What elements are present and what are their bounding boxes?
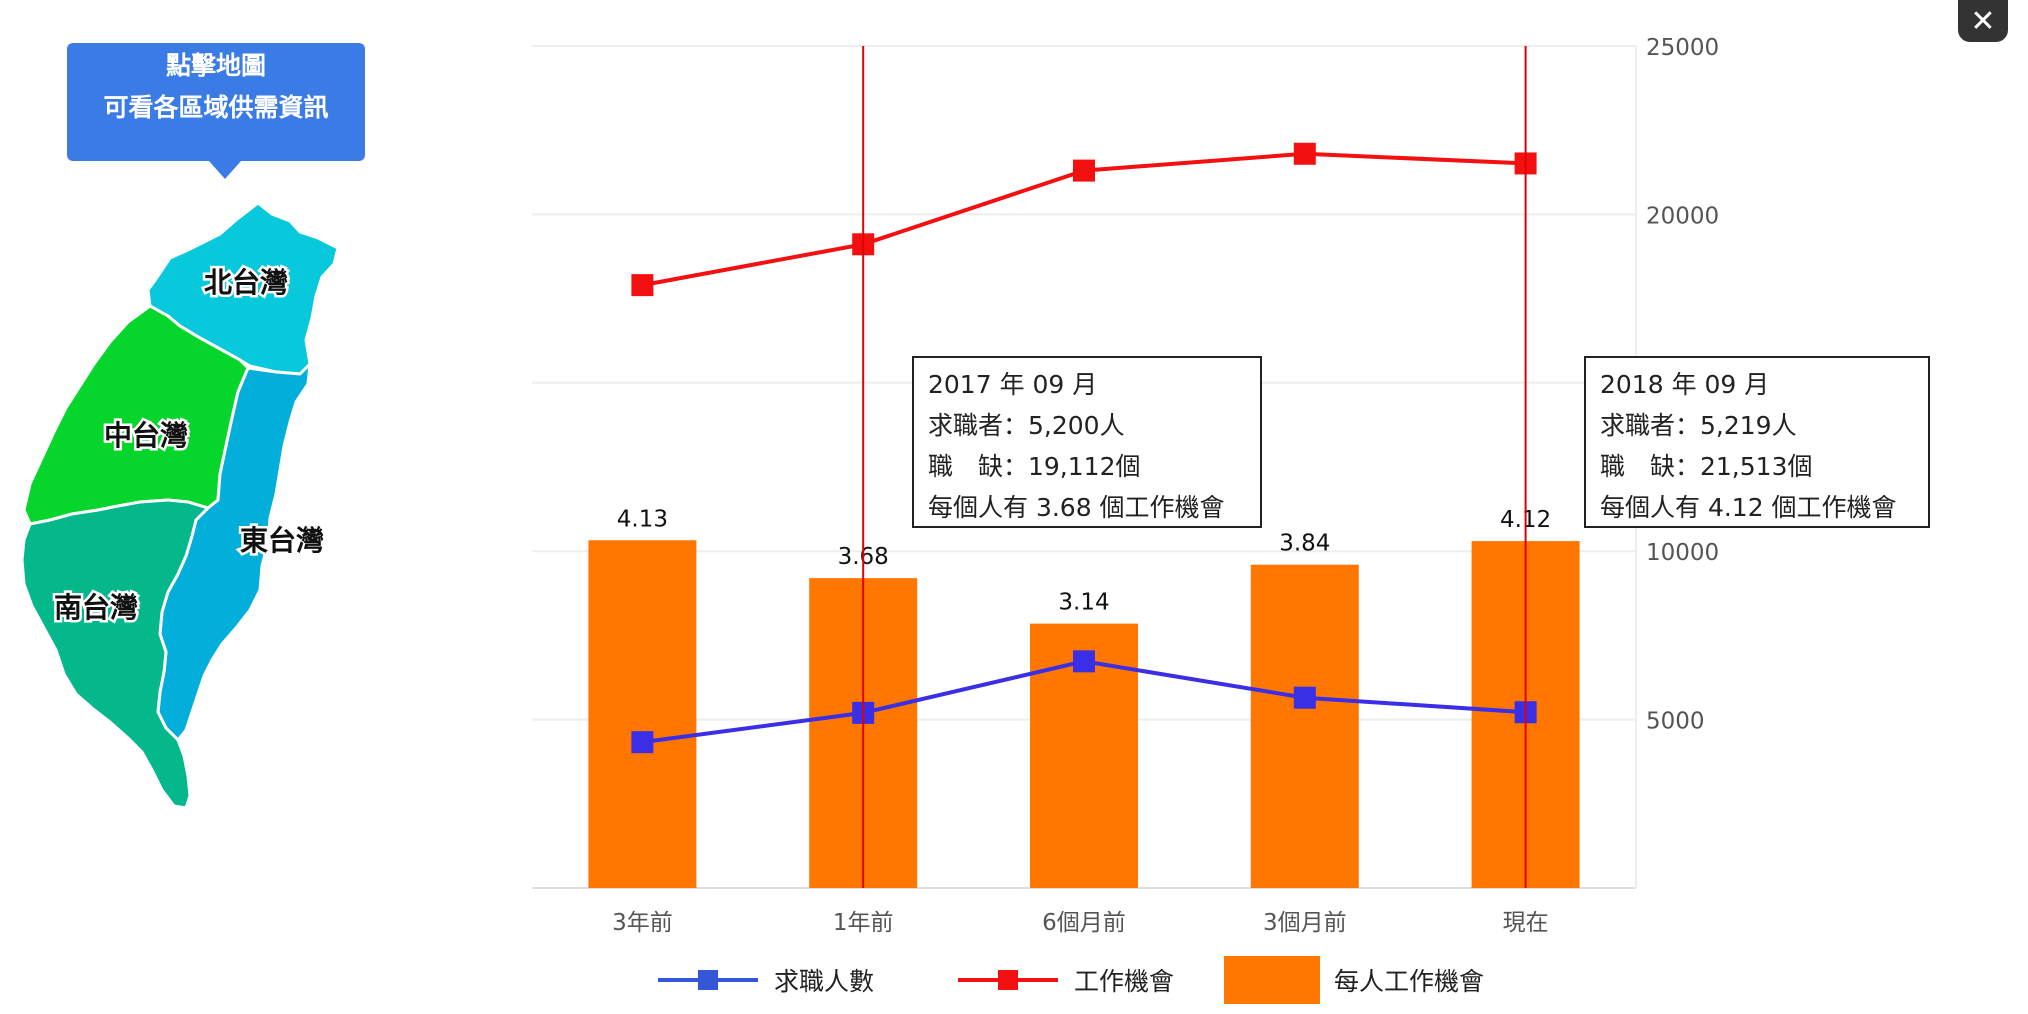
bar-data-label: 3.84 bbox=[1279, 531, 1330, 557]
y-tick-label: 25000 bbox=[1646, 35, 1719, 61]
legend-jobs-swatch bbox=[958, 970, 1058, 990]
legend-item-seekers[interactable]: 求職人數 bbox=[656, 962, 874, 998]
tooltip-now: 2018 年 09 月 求職者：5,219人 職 缺：21,513個 每個人有 … bbox=[1584, 356, 1930, 528]
y-tick-label: 10000 bbox=[1646, 540, 1719, 566]
legend-jobs-label: 工作機會 bbox=[1074, 967, 1175, 996]
hint-line-1: 點擊地圖 bbox=[165, 51, 266, 80]
tooltip-ratio: 每個人有 3.68 個工作機會 bbox=[928, 493, 1225, 522]
tooltip-jobs: 職 缺：19,112個 bbox=[928, 452, 1141, 481]
legend-item-jobs[interactable]: 工作機會 bbox=[956, 962, 1174, 998]
bar bbox=[588, 540, 697, 888]
x-tick-label: 3個月前 bbox=[1263, 910, 1347, 936]
tooltip-seekers: 求職者：5,219人 bbox=[1600, 411, 1797, 440]
close-icon[interactable]: ✕ bbox=[1958, 0, 2008, 42]
region-label-east: 東台灣 bbox=[240, 524, 324, 557]
x-tick-label: 3年前 bbox=[612, 910, 673, 936]
seekers-point bbox=[631, 731, 654, 754]
taiwan-map: 北台灣 中台灣 東台灣 南台灣 bbox=[20, 201, 340, 810]
bar-data-label: 3.14 bbox=[1058, 590, 1109, 616]
region-south[interactable] bbox=[20, 498, 211, 810]
x-tick-label: 6個月前 bbox=[1042, 910, 1126, 936]
tooltip-title: 2018 年 09 月 bbox=[1600, 370, 1770, 399]
jobs-point bbox=[1073, 159, 1095, 182]
legend-ratio-label: 每人工作機會 bbox=[1334, 967, 1485, 996]
legend-seekers-swatch bbox=[658, 970, 758, 990]
y-tick-label: 5000 bbox=[1646, 709, 1705, 735]
bar bbox=[1250, 564, 1359, 888]
legend-seekers-label: 求職人數 bbox=[774, 967, 875, 996]
hint-line-2: 可看各區域供需資訊 bbox=[103, 93, 329, 122]
jobs-point bbox=[1293, 142, 1316, 165]
tooltip-1yr: 2017 年 09 月 求職者：5,200人 職 缺：19,112個 每個人有 … bbox=[912, 356, 1262, 528]
region-label-north: 北台灣 bbox=[204, 266, 288, 299]
legend-ratio-swatch bbox=[1224, 956, 1320, 1004]
tooltip-jobs: 職 缺：21,513個 bbox=[1600, 452, 1813, 481]
region-label-south: 南台灣 bbox=[54, 591, 138, 624]
map-hint-bubble: 點擊地圖 可看各區域供需資訊 bbox=[67, 43, 365, 179]
x-tick-label: 現在 bbox=[1503, 910, 1549, 936]
bar-data-label: 4.13 bbox=[617, 506, 668, 532]
region-north[interactable] bbox=[146, 201, 340, 376]
region-label-central: 中台灣 bbox=[104, 419, 188, 452]
legend-item-ratio[interactable]: 每人工作機會 bbox=[1224, 956, 1484, 1004]
tooltip-ratio: 每個人有 4.12 個工作機會 bbox=[1600, 493, 1897, 522]
seekers-point bbox=[1293, 686, 1316, 709]
tooltip-seekers: 求職者：5,200人 bbox=[928, 411, 1125, 440]
jobs-point bbox=[631, 274, 654, 297]
seekers-point bbox=[1073, 650, 1095, 673]
region-labels: 北台灣 中台灣 東台灣 南台灣 bbox=[51, 264, 326, 627]
y-tick-label: 20000 bbox=[1646, 203, 1719, 229]
tooltip-title: 2017 年 09 月 bbox=[928, 370, 1098, 399]
x-tick-label: 1年前 bbox=[833, 910, 894, 936]
